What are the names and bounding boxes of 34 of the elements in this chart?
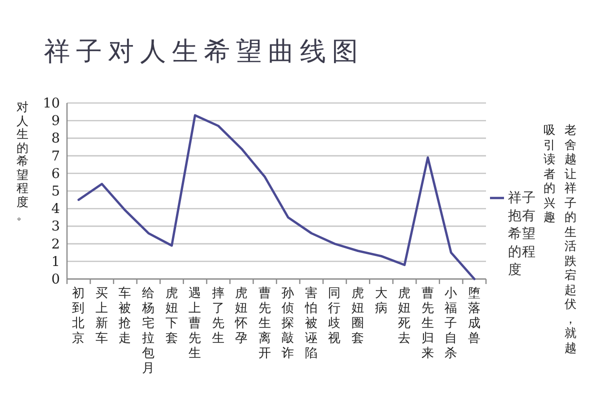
- x-tick-label: 同行歧视: [327, 285, 342, 345]
- x-tick-label: 虎妞怀孕: [234, 285, 250, 345]
- x-tick-label: 大病: [374, 285, 389, 315]
- y-tick-label: 10: [42, 96, 60, 112]
- x-tick-label: 遇上曹先生: [188, 285, 203, 360]
- x-tick-label: 曹先生离开: [257, 285, 272, 360]
- chart-title: 祥子对人生希望曲线图: [44, 35, 364, 68]
- x-tick-label: 虎妞下套: [164, 285, 180, 345]
- y-tick-label: 6: [51, 166, 60, 182]
- x-tick-label: 车被抢走: [118, 285, 133, 345]
- text: 老舍越让祥子的生活跌宕起伏，就越吸引读者的兴趣: [544, 123, 576, 354]
- x-tick-label: 害怕被诬陷: [304, 285, 319, 360]
- x-tick-label: 虎妞圈套: [350, 285, 366, 345]
- x-tick-label: 曹先生归来: [420, 285, 436, 360]
- line-series: [77, 114, 476, 280]
- y-tick-label: 4: [51, 201, 60, 218]
- x-tick-label: 给杨宅拉包月: [140, 285, 156, 375]
- y-tick-label: 3: [51, 218, 60, 235]
- y-tick-label: 7: [51, 148, 60, 164]
- x-tick-label: 小福子自杀: [444, 285, 459, 360]
- y-tick-label: 8: [51, 130, 60, 147]
- y-tick-label: 1: [51, 254, 60, 270]
- x-tick-label: 虎妞死去: [397, 285, 412, 345]
- text: 对人生的希望程度。: [16, 100, 28, 222]
- x-tick-label: 堕落成兽: [466, 285, 482, 345]
- x-tick-label: 摔了先生: [210, 285, 226, 345]
- x-tick-label: 买上新车: [94, 285, 110, 345]
- y-tick-label: 5: [51, 184, 60, 200]
- x-tick-label: 初到北京: [71, 285, 86, 345]
- x-tick-label: 孙侦探敲诈: [280, 285, 296, 360]
- legend-label: 祥子抱有希望的程度: [508, 189, 537, 279]
- y-tick-label: 2: [51, 236, 60, 252]
- y-tick-label: 9: [51, 113, 60, 130]
- y-tick-label: 0: [51, 272, 60, 288]
